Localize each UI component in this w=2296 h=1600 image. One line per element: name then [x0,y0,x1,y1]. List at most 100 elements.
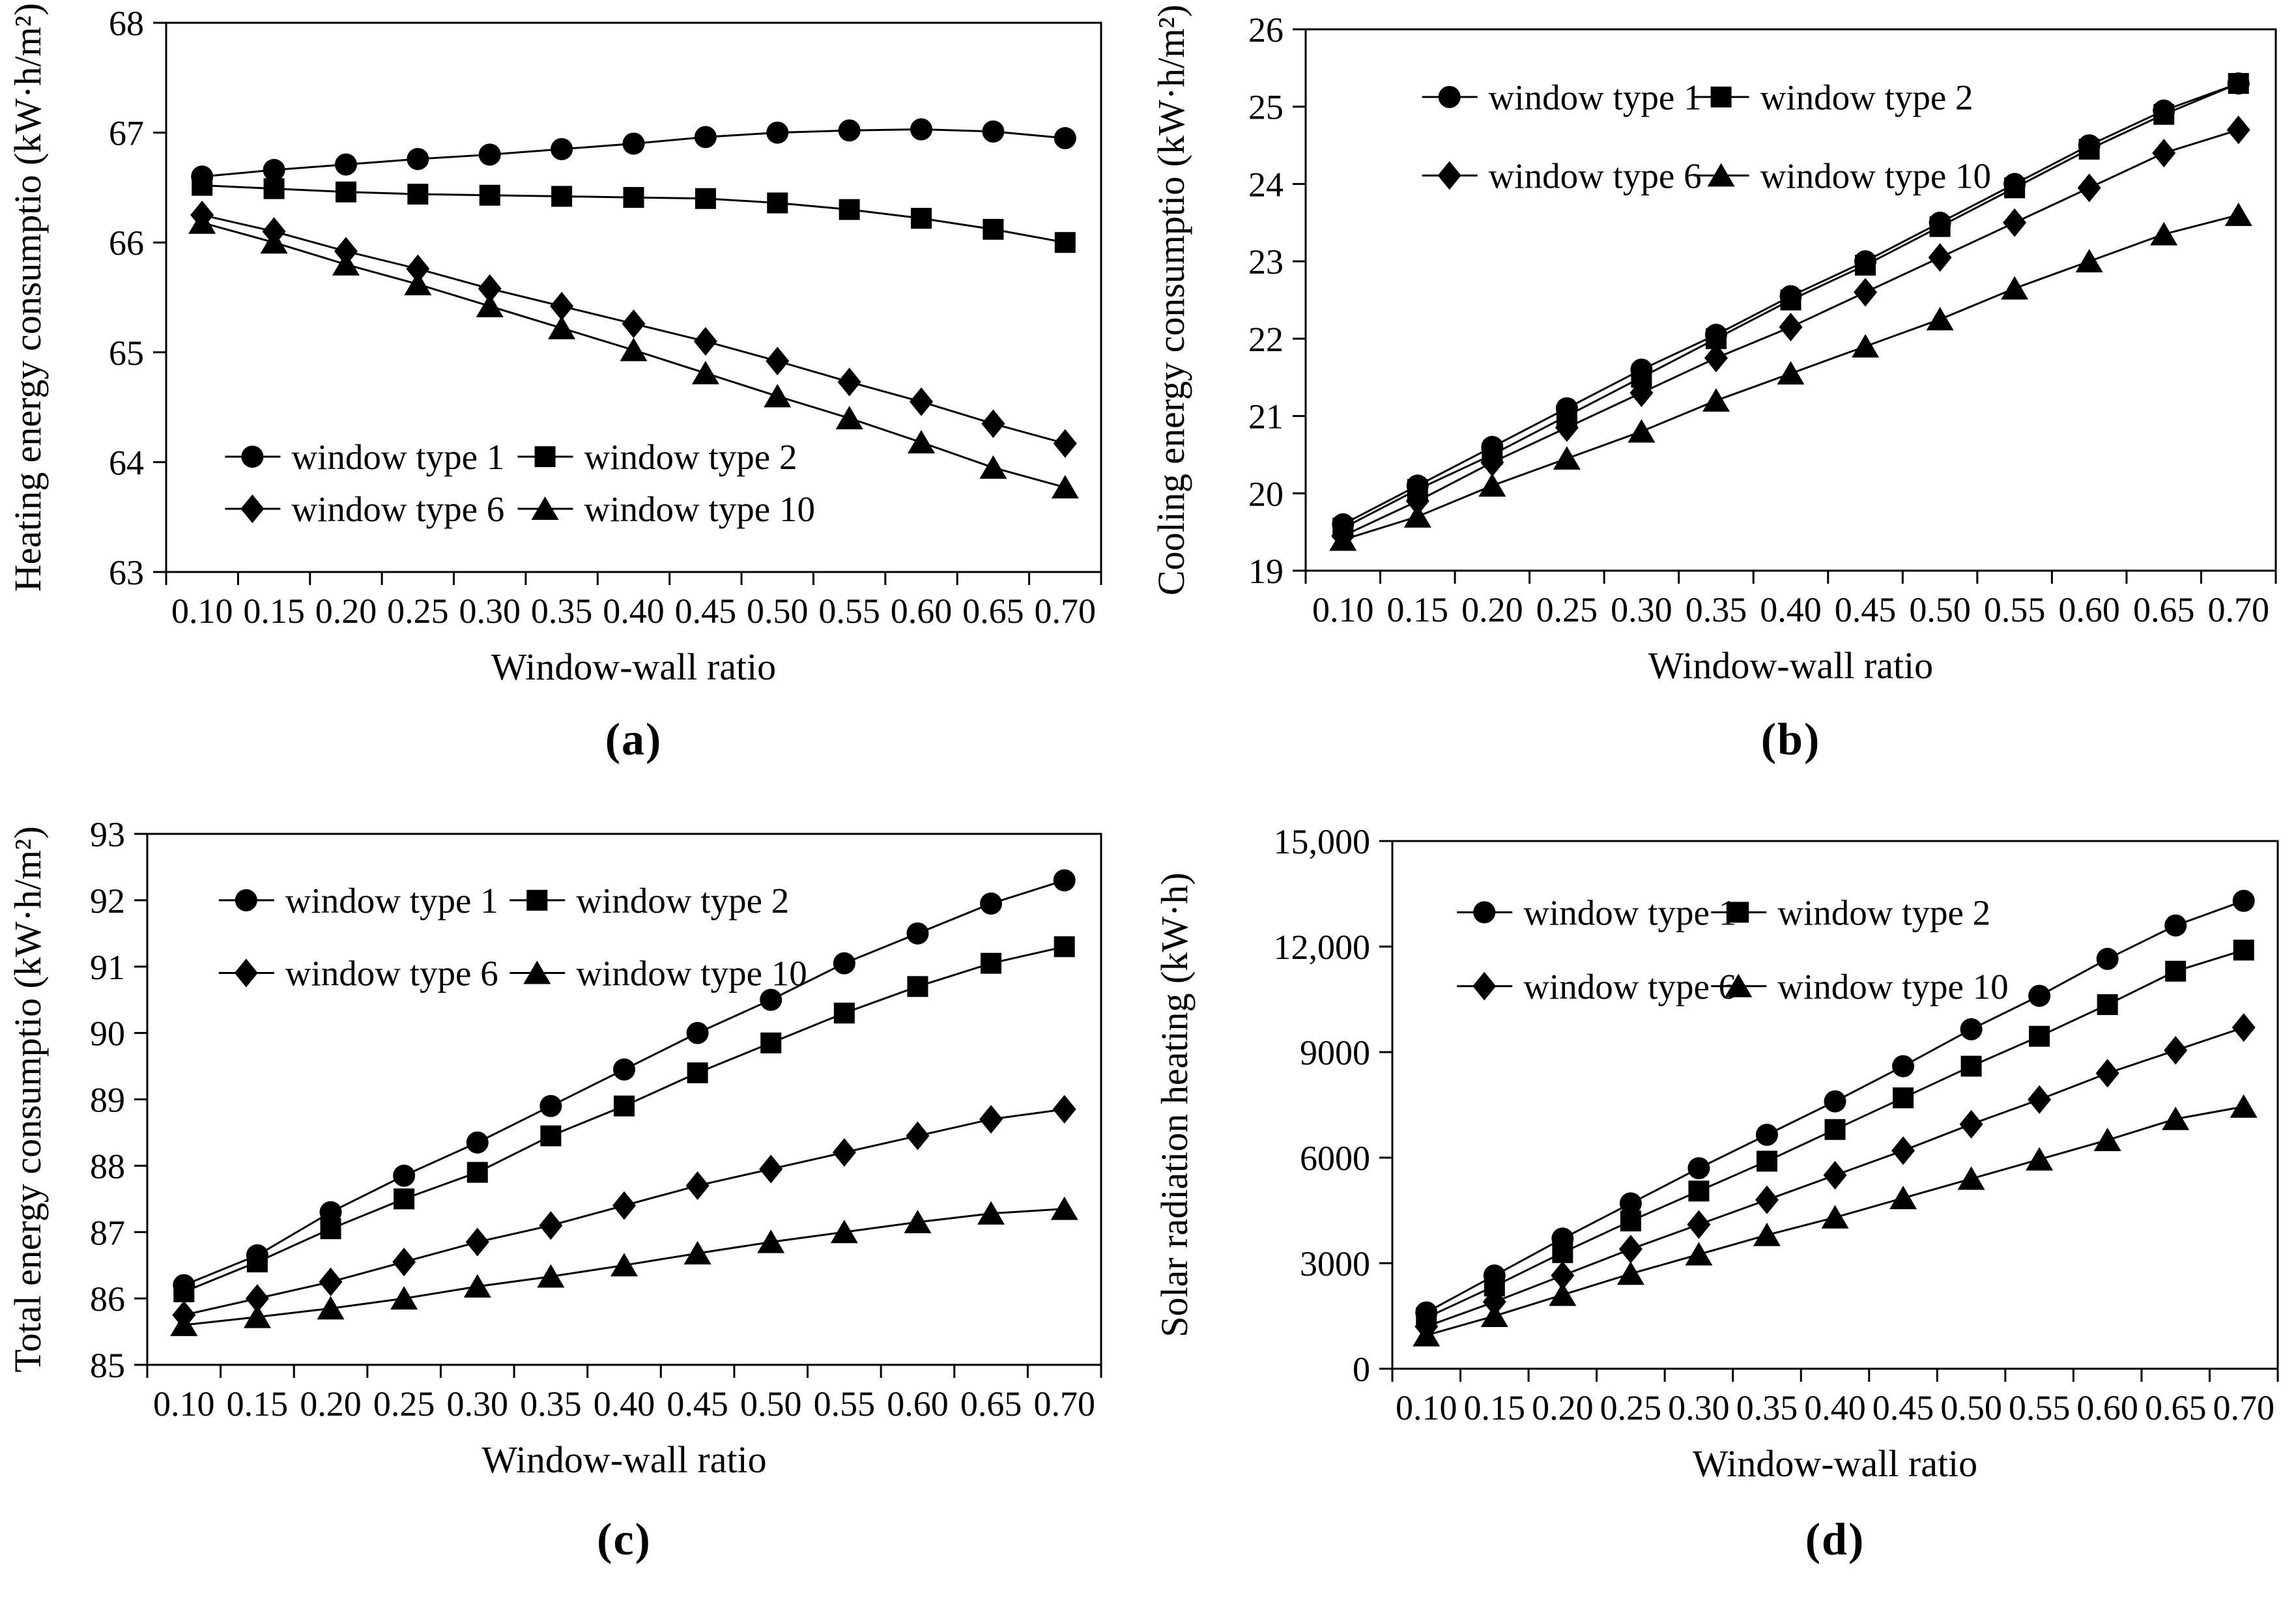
circle-marker [466,1131,489,1154]
y-tick-label: 87 [90,1213,125,1252]
triangle-marker [1685,1242,1713,1266]
x-tick-label: 0.30 [447,1384,509,1423]
legend-circle-marker [235,889,257,911]
x-tick-label: 0.65 [2145,1388,2207,1427]
y-tick-label: 19 [1248,552,1284,591]
series-line [183,945,1065,1293]
x-tick-label: 0.70 [2213,1388,2274,1427]
series-window-type-10 [170,1196,1078,1336]
square-marker [1929,216,1951,237]
y-axis-title: Heating energy consumptio (kW·h/m²) [7,3,49,592]
diamond-marker [766,347,790,376]
square-marker [1620,1210,1641,1232]
circle-marker [760,988,782,1011]
solar-radiation-chart: 0 3000 6000 9000 12,000 15,000 0.10 0.15 0.20 0.2… [1153,822,2279,1485]
diamond-marker [832,1138,856,1167]
circle-marker [980,892,1003,915]
square-marker [2029,1025,2050,1047]
x-tick-label: 0.40 [594,1384,655,1423]
diamond-marker [245,1284,269,1313]
diamond-marker [550,291,574,321]
y-axis: 19 20 21 22 23 24 25 26 [1248,10,1306,591]
plot-border [1391,840,2279,1370]
x-axis: 0.10 0.15 0.20 0.25 0.30 0.35 0.40 0.45 0.50 0.55… [165,572,1102,631]
circle-marker [1054,127,1076,150]
y-tick-label: 0 [1353,1350,1370,1389]
series-window-type-10 [1413,1094,2258,1347]
x-tick-label: 0.55 [814,1384,876,1423]
y-axis-title-text: Cooling energy consumptio (kW·h/m²) [1150,5,1192,595]
legend: window type 1 window type 2 window type 6 w… [225,437,815,529]
triangle-marker [2150,221,2178,246]
x-tick-label: 0.15 [243,592,305,631]
diamond-marker [622,309,646,338]
series-window-type-2 [192,175,1076,253]
x-tick-label: 0.60 [2058,590,2120,629]
triangle-marker [2224,202,2252,226]
triangle-marker [979,455,1007,479]
triangle-marker [1628,419,1656,443]
y-axis-title-text: Total energy consumptio (kW·h/m²) [7,826,49,1373]
square-marker [551,186,573,207]
square-marker [246,1251,268,1273]
legend-square-marker [1710,86,1732,107]
legend-label: window type 6 [1489,156,1702,195]
chart-panel-c: 85 86 87 88 89 90 91 92 93 0.10 0.15 0.20 0.25 0.30 0.… [0,800,1148,1600]
x-tick-label: 0.60 [2076,1388,2138,1427]
plot-border [165,21,1102,573]
diamond-marker [1551,1261,1575,1290]
legend-label: window type 6 [291,489,504,529]
diamond-marker [1928,243,1952,272]
triangle-marker [1478,473,1506,497]
square-marker [695,188,716,209]
square-marker [2078,139,2100,160]
square-marker [192,175,213,196]
triangle-marker [463,1274,491,1298]
y-tick-label: 90 [90,1014,125,1053]
x-tick-label: 0.35 [1736,1388,1798,1427]
x-tick-label: 0.20 [1532,1388,1594,1427]
square-marker [263,178,285,199]
triangle-marker [1616,1261,1644,1285]
x-tick-label: 0.45 [667,1384,728,1423]
triangle-marker [1050,1196,1078,1220]
legend-diamond-marker [1472,971,1497,1001]
series-window-type-1 [173,869,1076,1296]
diamond-marker [2095,1059,2119,1088]
y-tick-label: 26 [1248,10,1284,50]
x-tick-label: 0.60 [891,592,953,631]
y-tick-label: 12,000 [1274,928,1371,967]
square-marker [173,1281,195,1302]
square-marker [1960,1055,1982,1077]
series-window-type-10 [188,210,1079,499]
x-tick-label: 0.25 [373,1384,435,1423]
series-window-type-6 [1414,1013,2256,1341]
legend-label: window type 1 [291,437,504,477]
y-tick-label: 22 [1248,320,1284,359]
triangle-marker [2093,1128,2121,1151]
y-tick-label: 91 [90,948,125,987]
diamond-marker [1555,413,1579,442]
circle-marker [1824,1090,1846,1113]
x-tick-label: 0.55 [1984,590,2046,629]
triangle-marker [317,1296,345,1320]
diamond-marker [1405,487,1429,516]
x-axis-title: Window-wall ratio [1648,644,1933,687]
legend-triangle-marker [531,496,559,521]
y-tick-label: 89 [90,1081,125,1120]
x-axis-title: Window-wall ratio [491,646,776,688]
circle-marker [2096,947,2119,970]
y-axis: 85 86 87 88 89 90 91 92 93 [90,815,147,1385]
x-tick-label: 0.35 [520,1384,582,1423]
triangle-marker [537,1264,565,1288]
triangle-marker [2075,249,2103,273]
x-tick-label: 0.55 [818,592,880,631]
y-tick-label: 15,000 [1274,822,1371,861]
chart-panel-b: 19 20 21 22 23 24 25 26 0.10 0.15 0.20 0.25 0.30 0.35… [1148,0,2296,800]
legend-label: window type 2 [1777,893,1990,932]
circle-marker [686,1021,709,1044]
diamond-marker [1687,1210,1711,1239]
triangle-marker [188,210,216,234]
square-marker [911,208,932,229]
legend-diamond-marker [234,958,258,988]
